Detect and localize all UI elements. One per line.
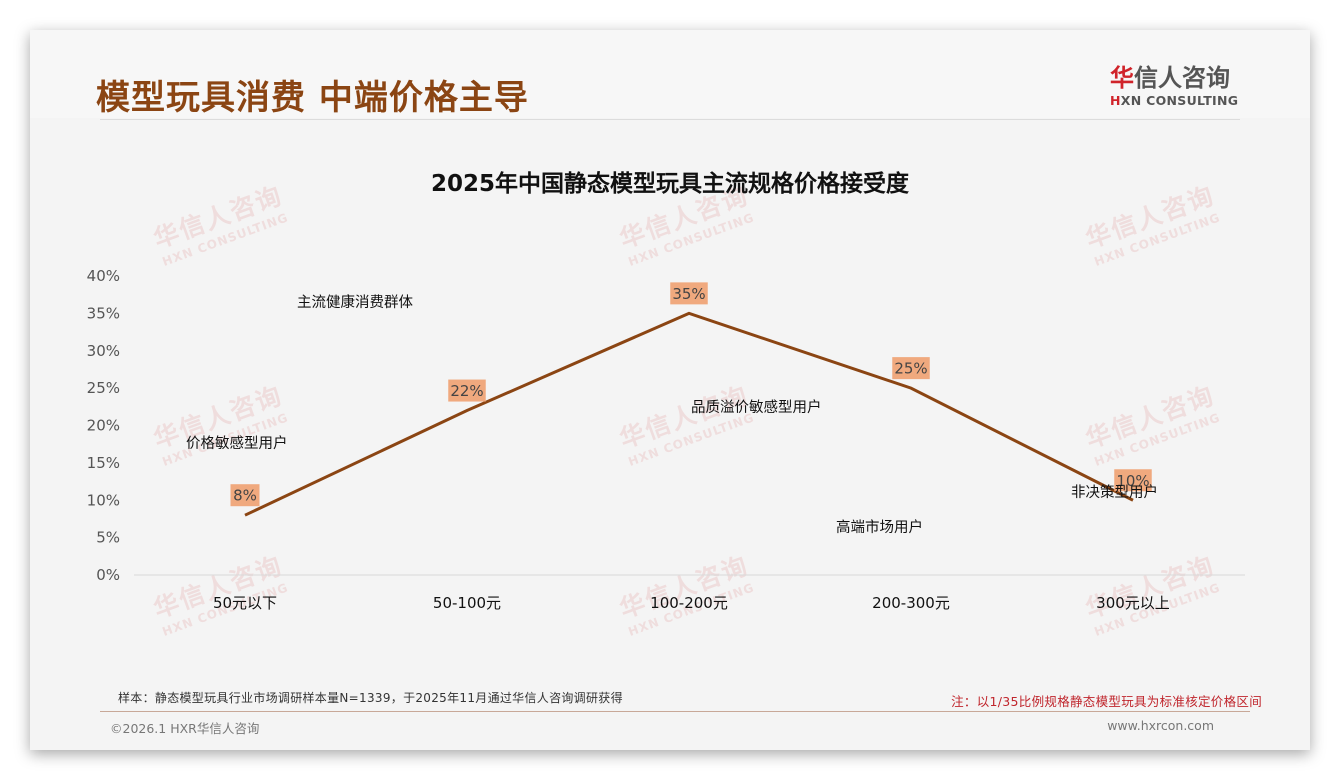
- segment-annotation: 高端市场用户: [836, 519, 923, 536]
- data-label: 22%: [450, 382, 483, 400]
- logo-en: HXN CONSULTING: [1110, 93, 1250, 108]
- y-tick-label: 5%: [96, 529, 120, 547]
- company-logo: 华信人咨询 HXN CONSULTING: [1110, 64, 1250, 108]
- remark-note: 注：以1/35比例规格静态模型玩具为标准核定价格区间: [951, 694, 1262, 709]
- copyright: ©2026.1 HXR华信人咨询: [110, 721, 260, 736]
- logo-en-rest: XN CONSULTING: [1120, 93, 1239, 108]
- y-tick-label: 0%: [96, 566, 120, 584]
- y-tick-label: 15%: [87, 454, 120, 472]
- data-label-box: [670, 282, 708, 305]
- logo-cn-accent: 华: [1110, 64, 1134, 92]
- x-tick-label: 50-100元: [433, 594, 501, 612]
- segment-annotation: 品质溢价敏感型用户: [691, 399, 822, 416]
- data-label-box: [230, 484, 260, 507]
- y-tick-label: 10%: [87, 491, 120, 509]
- header-band: [30, 30, 1310, 118]
- x-tick-label: 200-300元: [872, 594, 950, 612]
- data-label: 8%: [233, 487, 257, 505]
- x-tick-label: 100-200元: [650, 594, 728, 612]
- y-tick-label: 20%: [87, 417, 120, 435]
- data-label: 10%: [1116, 472, 1149, 490]
- segment-annotation: 非决策型用户: [1071, 484, 1158, 501]
- y-tick-label: 40%: [87, 267, 120, 285]
- data-label-box: [892, 357, 930, 380]
- line-chart: 0% 5% 10% 15% 20% 25% 30% 35% 40% 50元以下 50-100元 100…: [87, 267, 1245, 612]
- data-label: 35%: [672, 285, 705, 303]
- chart-title: 2025年中国静态模型玩具主流规格价格接受度: [430, 171, 909, 197]
- y-tick-label: 25%: [87, 379, 120, 397]
- y-tick-label: 30%: [87, 342, 120, 360]
- footer-divider: [100, 711, 1250, 712]
- x-tick-label: 300元以上: [1096, 594, 1170, 612]
- logo-cn-rest: 信人咨询: [1134, 64, 1230, 92]
- header-divider: [100, 119, 1240, 120]
- sample-note: 样本：静态模型玩具行业市场调研样本量N=1339，于2025年11月通过华信人咨…: [118, 691, 623, 705]
- slide: 模型玩具消费 中端价格主导 华信人咨询 HXN CONSULTING 华信人咨询…: [30, 30, 1310, 750]
- series-line: [244, 311, 1134, 517]
- data-label: 25%: [894, 360, 927, 378]
- x-tick-label: 50元以下: [213, 594, 277, 612]
- website: www.hxrcon.com: [1107, 718, 1214, 733]
- page-title: 模型玩具消费 中端价格主导: [96, 78, 529, 118]
- data-label-box: [1114, 469, 1152, 492]
- logo-en-accent: H: [1110, 93, 1121, 108]
- logo-cn: 华信人咨询: [1110, 64, 1250, 92]
- y-tick-label: 35%: [87, 304, 120, 322]
- segment-annotation: 价格敏感型用户: [186, 435, 288, 452]
- data-label-box: [448, 379, 486, 402]
- segment-annotation: 主流健康消费群体: [297, 294, 413, 311]
